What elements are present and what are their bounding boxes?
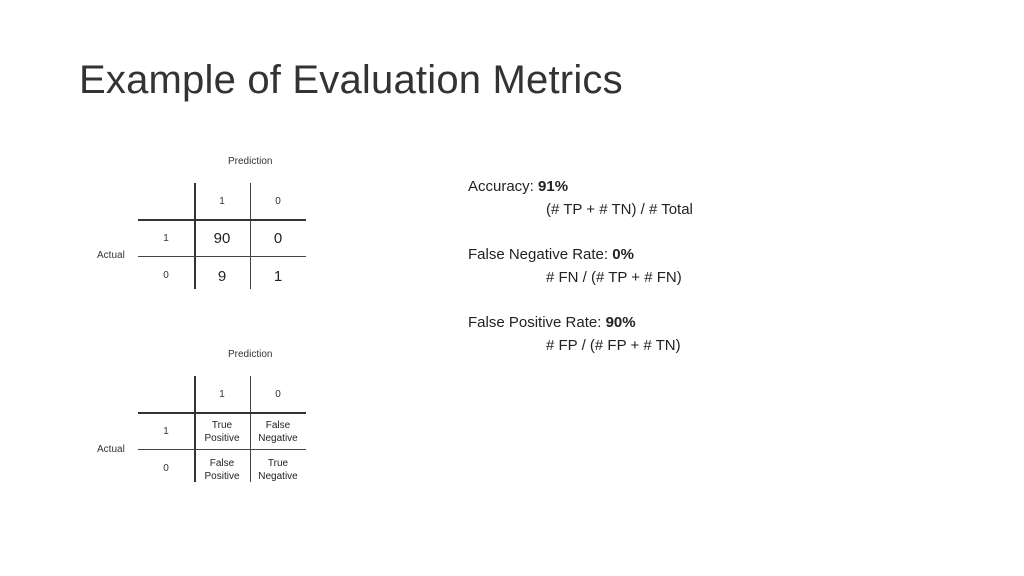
prediction-axis-label: Prediction	[228, 156, 273, 167]
cell-line: Negative	[258, 433, 298, 444]
row-header: 1	[163, 233, 169, 244]
actual-axis-label: Actual	[97, 444, 125, 455]
metric-accuracy: Accuracy: 91% (# TP + # TN) / # Total	[468, 175, 693, 221]
cell-line: Negative	[258, 471, 298, 482]
column-header: 1	[219, 389, 225, 400]
grid-line-horizontal	[138, 449, 306, 450]
matrix-cell-fn: False Negative	[250, 419, 306, 445]
slide-title: Example of Evaluation Metrics	[79, 58, 623, 102]
grid-line-horizontal	[138, 256, 306, 257]
grid-line-vertical	[250, 183, 251, 289]
metric-formula: # FN / (# TP + # FN)	[546, 269, 682, 286]
row-header: 1	[163, 426, 169, 437]
cell-line: False	[209, 458, 235, 469]
actual-axis-label: Actual	[97, 250, 125, 261]
cell-line: False	[265, 420, 291, 431]
cell-line: True	[267, 458, 289, 469]
metric-formula: (# TP + # TN) / # Total	[546, 201, 693, 218]
grid-line-horizontal	[138, 219, 306, 221]
metric-value: 90%	[605, 314, 636, 331]
confusion-matrix-values: Prediction Actual 1 0 1 0 90 0 9 1	[90, 152, 330, 302]
metric-false-positive-rate: False Positive Rate: 90% # FP / (# FP + …	[468, 311, 693, 357]
cell-line: Positive	[204, 471, 240, 482]
prediction-axis-label: Prediction	[228, 349, 273, 360]
row-header: 0	[163, 463, 169, 474]
metric-label: Accuracy:	[468, 178, 539, 195]
metric-label: False Negative Rate:	[468, 246, 613, 263]
metric-value: 0%	[612, 246, 634, 263]
matrix-cell-tp: True Positive	[194, 419, 250, 445]
row-header: 0	[163, 270, 169, 281]
matrix-cell-fp: False Positive	[194, 457, 250, 483]
column-header: 0	[275, 196, 281, 207]
metric-value: 91%	[538, 178, 569, 195]
grid-line-vertical	[194, 376, 196, 482]
matrix-cell-tn: True Negative	[250, 457, 306, 483]
metric-formula: # FP / (# FP + # TN)	[546, 337, 681, 354]
cell-line: True	[211, 420, 233, 431]
confusion-matrix-legend: Prediction Actual 1 0 1 0 True Positive …	[90, 345, 330, 495]
column-header: 0	[275, 389, 281, 400]
grid-line-vertical	[194, 183, 196, 289]
matrix-cell-tn: 1	[273, 268, 283, 285]
metrics-list: Accuracy: 91% (# TP + # TN) / # Total Fa…	[468, 175, 693, 379]
column-header: 1	[219, 196, 225, 207]
grid-line-vertical	[250, 376, 251, 482]
matrix-cell-tp: 90	[213, 230, 231, 247]
grid-line-horizontal	[138, 412, 306, 414]
metric-label: False Positive Rate:	[468, 314, 606, 331]
metric-false-negative-rate: False Negative Rate: 0% # FN / (# TP + #…	[468, 243, 693, 289]
matrix-cell-fp: 9	[217, 268, 227, 285]
cell-line: Positive	[204, 433, 240, 444]
matrix-cell-fn: 0	[273, 230, 283, 247]
